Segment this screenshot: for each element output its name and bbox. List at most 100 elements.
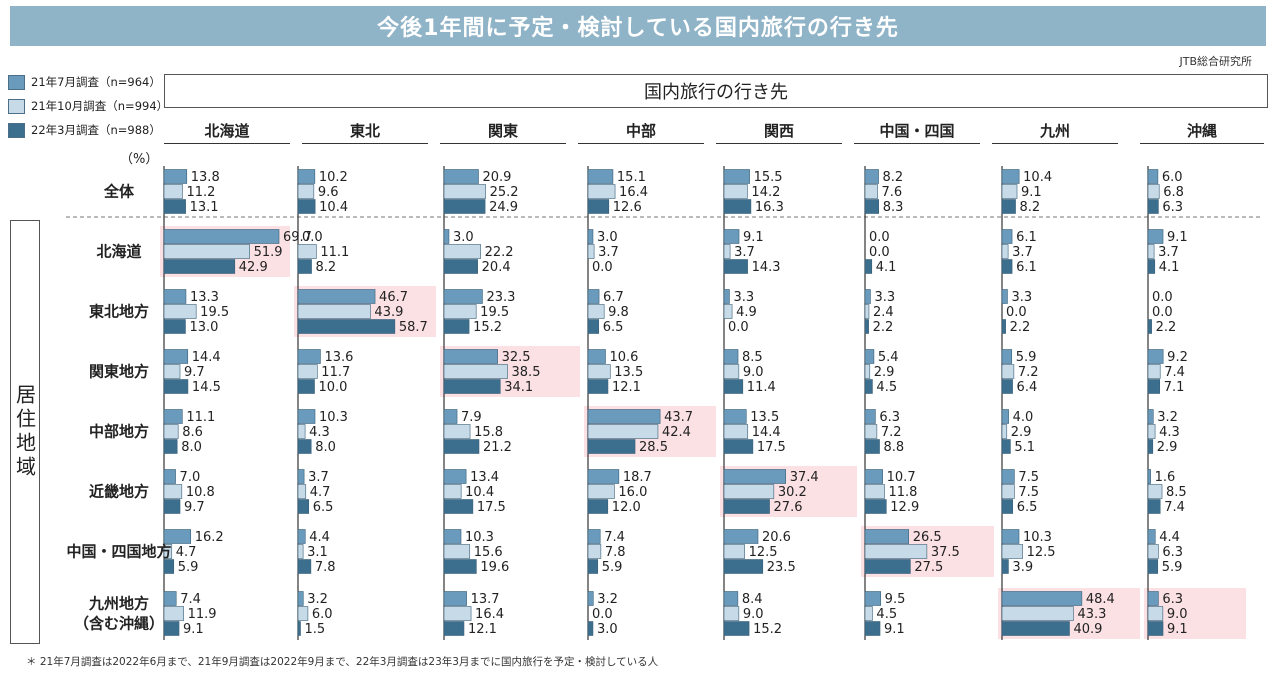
bar <box>864 409 876 424</box>
bar <box>163 469 176 484</box>
bar <box>163 364 181 379</box>
data-label: 3.7 <box>734 245 755 260</box>
bar <box>443 169 479 184</box>
data-label: 13.1 <box>190 200 219 215</box>
data-label: 27.6 <box>774 500 803 515</box>
bar <box>864 184 878 199</box>
data-label: 10.4 <box>319 200 348 215</box>
data-label: 4.7 <box>310 485 331 500</box>
bar <box>297 559 312 574</box>
bar <box>587 469 620 484</box>
bar <box>1001 349 1013 364</box>
bar <box>1001 439 1011 454</box>
bar <box>443 304 477 319</box>
data-label: 0.0 <box>869 245 890 260</box>
bar <box>297 379 315 394</box>
data-label: 8.6 <box>182 425 203 440</box>
data-label: 10.2 <box>319 170 348 185</box>
legend-item-mar22: 22年3月調査（n=988） <box>8 118 168 142</box>
data-label: 1.5 <box>304 622 325 637</box>
data-label: 12.1 <box>468 622 497 637</box>
bar <box>864 199 879 214</box>
data-label: 7.4 <box>1164 365 1185 380</box>
bar <box>723 621 750 636</box>
bar <box>1147 379 1161 394</box>
bar <box>297 349 321 364</box>
data-label: 16.0 <box>618 485 647 500</box>
data-label: 3.2 <box>597 592 618 607</box>
row-label: 東北地方 <box>89 303 149 321</box>
data-label: 6.5 <box>313 500 334 515</box>
data-label: 27.5 <box>914 560 943 575</box>
bar <box>297 199 316 214</box>
data-label: 9.8 <box>608 305 629 320</box>
data-label: 23.5 <box>767 560 796 575</box>
legend: 21年7月調査（n=964） 21年10月調査（n=994） 22年3月調査（n… <box>8 70 168 142</box>
bar <box>443 259 478 274</box>
data-label: 11.7 <box>321 365 350 380</box>
bar <box>297 469 305 484</box>
bar <box>443 591 467 606</box>
bar <box>163 229 280 244</box>
data-label: 14.3 <box>752 260 781 275</box>
data-label: 11.1 <box>320 245 349 260</box>
data-label: 6.1 <box>1016 230 1037 245</box>
legend-item-oct21: 21年10月調査（n=994） <box>8 94 168 118</box>
bar <box>297 544 304 559</box>
data-label: 0.0 <box>1152 290 1173 305</box>
bar <box>443 229 450 244</box>
data-label: 19.5 <box>480 305 509 320</box>
bar <box>1147 409 1154 424</box>
bar <box>1001 229 1013 244</box>
data-label: 5.9 <box>1162 560 1183 575</box>
legend-label-mar22: 22年3月調査（n=988） <box>31 123 161 137</box>
destination-header: 国内旅行の行き先 <box>164 74 1268 108</box>
bar <box>723 379 744 394</box>
bar <box>443 529 462 544</box>
bar <box>1147 364 1161 379</box>
data-label: 9.1 <box>743 230 764 245</box>
data-label: 7.6 <box>882 185 903 200</box>
data-label: 16.4 <box>619 185 648 200</box>
bar <box>1147 484 1163 499</box>
bar <box>1001 621 1070 636</box>
data-label: 10.7 <box>887 470 916 485</box>
bar <box>1001 199 1016 214</box>
bar <box>587 484 615 499</box>
data-label: 9.1 <box>884 622 905 637</box>
data-label: 6.5 <box>603 320 624 335</box>
bar <box>587 621 594 636</box>
bar <box>1147 349 1164 364</box>
data-label: 42.9 <box>239 260 268 275</box>
bar <box>864 591 881 606</box>
bar <box>1001 364 1015 379</box>
bar <box>864 529 910 544</box>
data-label: 4.0 <box>1013 410 1034 425</box>
bar <box>587 319 600 334</box>
bar <box>864 424 878 439</box>
data-label: 6.3 <box>879 410 900 425</box>
data-label: 6.3 <box>1162 200 1183 215</box>
data-label: 15.6 <box>474 545 503 560</box>
bar <box>163 289 187 304</box>
data-label: 10.0 <box>319 380 348 395</box>
bar <box>297 184 315 199</box>
data-label: 8.2 <box>316 260 337 275</box>
data-label: 12.5 <box>749 545 778 560</box>
bar <box>297 484 307 499</box>
bar <box>1147 259 1156 274</box>
data-label: 7.4 <box>604 530 625 545</box>
bar <box>1147 184 1160 199</box>
data-label: 8.4 <box>742 592 763 607</box>
destination-header-label: 国内旅行の行き先 <box>644 82 788 103</box>
bar <box>1147 439 1154 454</box>
data-label: 19.6 <box>480 560 509 575</box>
bar <box>163 484 183 499</box>
bar <box>443 289 483 304</box>
bar <box>864 289 871 304</box>
bar <box>1001 379 1013 394</box>
data-label: 0.0 <box>1152 305 1173 320</box>
bar <box>297 244 317 259</box>
bar <box>587 199 610 214</box>
data-label: 9.2 <box>1167 350 1188 365</box>
